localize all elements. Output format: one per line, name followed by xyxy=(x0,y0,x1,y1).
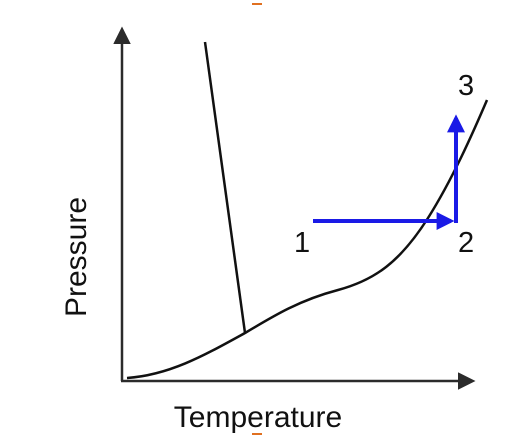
y-axis-label: Pressure xyxy=(60,197,93,317)
melting-curve xyxy=(203,41,247,334)
point-label-2: 2 xyxy=(458,227,474,259)
point-label-1: 1 xyxy=(294,227,310,259)
point-label-3: 3 xyxy=(458,70,474,102)
vapor-pressure-curve xyxy=(126,99,489,380)
x-axis-label: Temperature xyxy=(174,401,342,434)
